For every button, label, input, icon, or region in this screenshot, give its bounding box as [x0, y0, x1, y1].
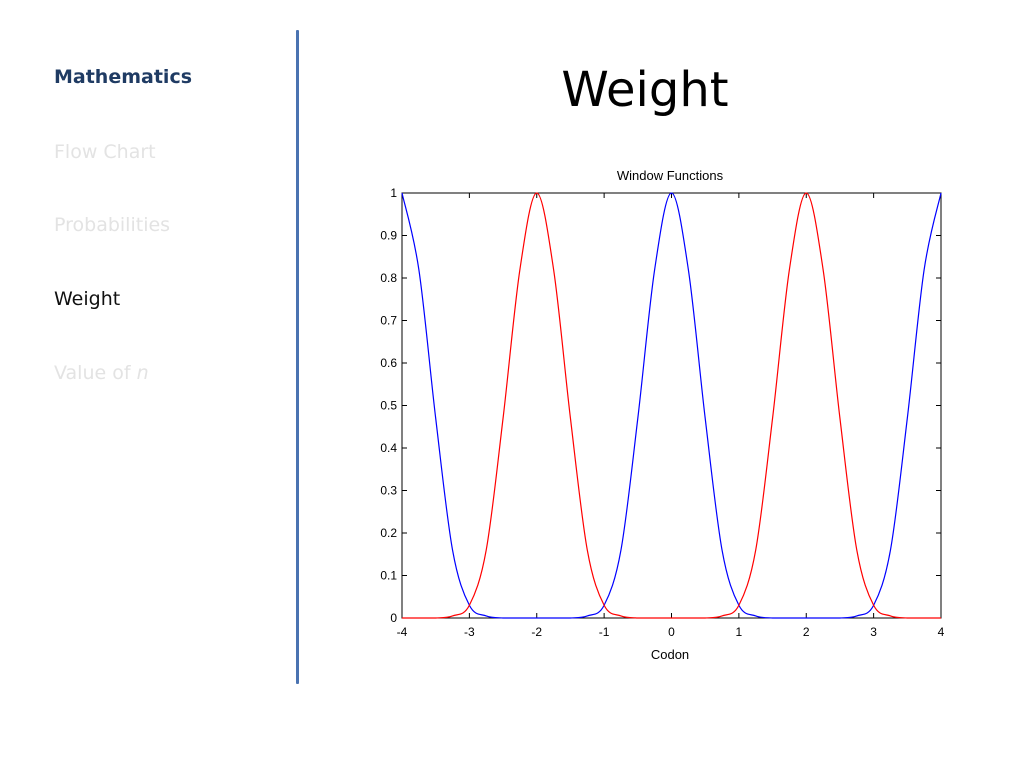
y-tick-label: 1 — [390, 186, 397, 200]
series-line-blue — [401, 192, 942, 619]
y-tick-label: 0.8 — [380, 271, 397, 285]
y-tick-label: 0.9 — [380, 229, 397, 243]
window-functions-chart: Window Functions -4 -3 -2 -1 0 1 2 3 4 0 0.1 0.2 0.3… — [340, 160, 970, 670]
x-tick-label: 3 — [870, 625, 877, 639]
x-tick-label: -2 — [531, 625, 542, 639]
series-lines — [401, 192, 942, 619]
sidebar-item-weight[interactable]: Weight — [54, 288, 121, 310]
x-tick-label: -3 — [464, 625, 475, 639]
y-tick-label: 0.6 — [380, 356, 397, 370]
chart-title: Window Functions — [617, 168, 724, 183]
y-tick-label: 0.7 — [380, 314, 397, 328]
y-tick-label: 0.2 — [380, 526, 397, 540]
sidebar-divider — [296, 30, 299, 684]
x-tick-label: -4 — [397, 625, 408, 639]
y-tick-label: 0.5 — [380, 399, 397, 413]
series-line-red — [401, 192, 941, 619]
y-tick-label: 0.4 — [380, 441, 397, 455]
y-tick-label: 0 — [390, 611, 397, 625]
x-axis-label: Codon — [651, 647, 689, 662]
chart-svg: Window Functions -4 -3 -2 -1 0 1 2 3 4 0 0.1 0.2 0.3… — [380, 168, 944, 662]
y-tick-label: 0.1 — [380, 569, 397, 583]
x-tick-label: 0 — [668, 625, 675, 639]
x-tick-label: -1 — [599, 625, 610, 639]
x-tick-label: 1 — [736, 625, 743, 639]
sidebar-item-value-of-n[interactable]: Value of n — [54, 362, 149, 384]
axis-ticks: -4 -3 -2 -1 0 1 2 3 4 0 0.1 0.2 0.3 0.4 0.5 0.6 0.7 0.8 0.… — [380, 186, 944, 639]
sidebar-item-probabilities[interactable]: Probabilities — [54, 214, 171, 236]
sidebar-item-label: Value of — [54, 362, 137, 384]
x-tick-label: 2 — [803, 625, 810, 639]
sidebar-item-label-variable: n — [136, 362, 149, 384]
y-tick-label: 0.3 — [380, 484, 397, 498]
plot-area — [401, 192, 942, 619]
x-tick-label: 4 — [938, 625, 945, 639]
sidebar-item-flow-chart[interactable]: Flow Chart — [54, 141, 156, 163]
sidebar-item-mathematics[interactable]: Mathematics — [54, 66, 193, 88]
page-title: Weight — [561, 62, 729, 118]
